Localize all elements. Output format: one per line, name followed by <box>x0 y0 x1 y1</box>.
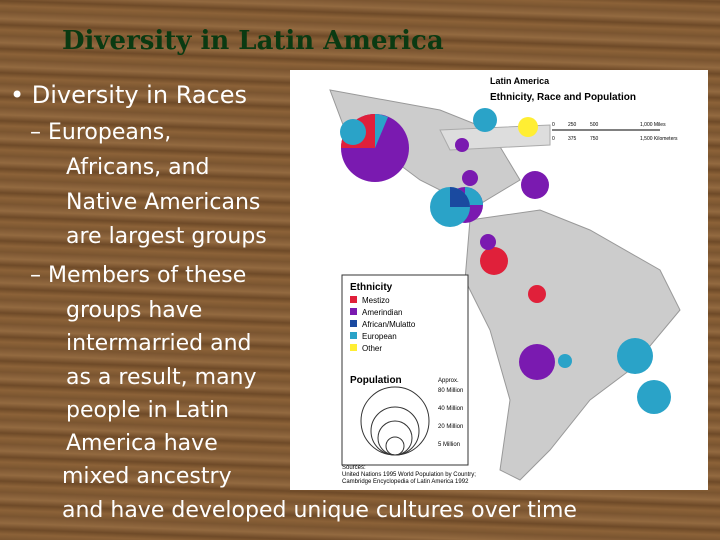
scale-label: 375 <box>568 136 577 142</box>
bullet-line: people in Latin <box>66 398 230 423</box>
legend-box <box>341 274 469 466</box>
slide-title: Diversity in Latin America <box>62 26 444 56</box>
legend-swatch <box>350 332 357 339</box>
scale-label: 1,000 Miles <box>640 122 666 128</box>
bullet-line: – Europeans, <box>30 120 172 145</box>
source: Sources: <box>342 465 366 471</box>
source: United Nations 1995 World Population by … <box>342 472 476 478</box>
bullet-line: intermarried and <box>66 331 252 356</box>
land-south <box>464 209 681 481</box>
map-title: Latin America <box>490 76 550 86</box>
bullet-line: groups have <box>66 298 203 323</box>
scale-label: 0 <box>552 122 555 128</box>
bullet: • Diversity in Races <box>10 81 248 109</box>
legend-label: Other <box>362 344 382 353</box>
legend-swatch <box>350 296 357 303</box>
bullet-line: mixed ancestry <box>62 464 232 489</box>
bullet-line: Native Americans <box>66 190 261 215</box>
legend-title: Ethnicity <box>350 282 393 293</box>
scale: 0 250 500 1,000 Miles 0 375 750 1,500 Kilometer… <box>552 122 678 142</box>
legend-label: European <box>362 332 397 341</box>
bullet-line: – Members of these <box>30 263 247 288</box>
population-label: 40 Million <box>438 406 463 412</box>
scale-label: 750 <box>590 136 599 142</box>
bullet-line: are largest groups <box>66 224 267 249</box>
legend-label: Amerindian <box>362 308 402 317</box>
population-label: 20 Million <box>438 424 463 430</box>
population-label: 5 Million <box>438 442 460 448</box>
bullet-line: America have <box>66 431 218 456</box>
legend-swatch <box>350 344 357 351</box>
bullet-line: as a result, many <box>66 365 257 390</box>
legend-label: African/Mulatto <box>362 320 416 329</box>
scale-label: 0 <box>552 136 555 142</box>
legend-swatch <box>350 320 357 327</box>
population-title: Population <box>350 375 402 386</box>
population-circle <box>385 436 405 456</box>
population-label: 80 Million <box>438 388 463 394</box>
legend-swatch <box>350 308 357 315</box>
map-subtitle: Ethnicity, Race and Population <box>490 92 636 103</box>
population-note: Approx. <box>438 378 459 384</box>
scale-label: 250 <box>568 122 577 128</box>
map: Latin America Ethnicity, Race and Popula… <box>290 70 708 490</box>
legend-label: Mestizo <box>362 296 390 305</box>
bullet-line: Africans, and <box>66 155 210 180</box>
pies <box>340 108 671 414</box>
bullet-line: and have developed unique cultures over … <box>62 498 577 523</box>
source: Cambridge Encyclopedia of Latin America … <box>342 479 469 485</box>
scale-label: 500 <box>590 122 599 128</box>
scale-label: 1,500 Kilometers <box>640 136 678 142</box>
